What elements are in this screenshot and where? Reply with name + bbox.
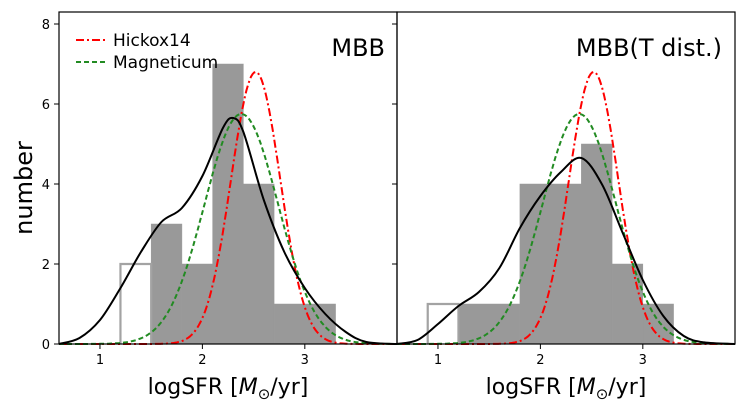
x-tick-label: 1	[96, 353, 104, 368]
hist-bar	[519, 183, 582, 345]
panel-title: MBB(T dist.)	[576, 34, 722, 62]
y-tick-label: 2	[42, 258, 50, 273]
hist-bar	[458, 303, 521, 345]
plot-area	[58, 11, 398, 345]
hist-bar	[243, 183, 275, 345]
hist-bar	[212, 63, 244, 345]
y-tick-label: 0	[42, 338, 50, 353]
tick-labels: 1 2 3	[392, 23, 647, 368]
x-tick-label: 3	[301, 353, 309, 368]
x-tick-label: 1	[434, 353, 442, 368]
kde-curve	[58, 116, 398, 345]
axes-frame	[396, 11, 736, 345]
hist-bar	[611, 263, 644, 345]
hist-bar-outline	[119, 262, 153, 344]
magneticum-curve	[59, 112, 397, 345]
hist-bar	[181, 263, 213, 345]
x-tick-label: 2	[536, 353, 544, 368]
hickox14-curve	[397, 70, 735, 345]
y-tick-label: 8	[42, 18, 50, 33]
panel-mbb-t-dist: 1 2 3 MBB(T dist.) logSFR [M⊙/yr]	[392, 11, 736, 403]
x-tick-label: 3	[639, 353, 647, 368]
legend-magneticum-label: Magneticum	[113, 53, 218, 73]
kde-curve	[396, 156, 736, 345]
y-tick-label: 4	[42, 178, 50, 193]
panel-mbb: 1 2 3 0 2 4 6 8 MBB logSFR [M⊙/yr] Hickox14 Mag…	[42, 11, 398, 403]
x-axis-label: logSFR [M⊙/yr]	[148, 375, 309, 403]
hist-bar	[581, 143, 613, 345]
y-tick-label: 6	[42, 98, 50, 113]
hist-bar-outline	[426, 302, 460, 344]
x-axis-label: logSFR [M⊙/yr]	[486, 375, 647, 403]
tick-labels: 1 2 3 0 2 4 6 8	[42, 18, 309, 368]
y-axis-label: number	[10, 141, 38, 235]
hist-bar	[150, 223, 183, 345]
hickox14-curve	[59, 70, 397, 345]
magneticum-curve	[397, 112, 735, 345]
plot-area	[396, 11, 736, 345]
legend: Hickox14 Magneticum	[76, 31, 218, 73]
legend-hickox-label: Hickox14	[113, 31, 191, 51]
x-tick-label: 2	[198, 353, 206, 368]
hist-bar	[273, 303, 336, 345]
panel-title: MBB	[331, 34, 385, 62]
